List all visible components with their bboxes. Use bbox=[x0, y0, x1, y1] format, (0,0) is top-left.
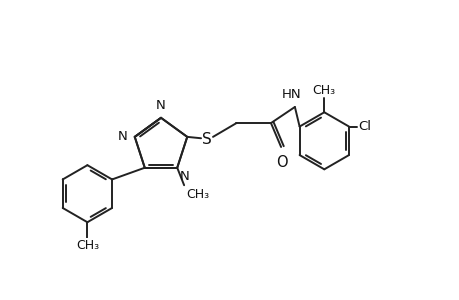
Text: O: O bbox=[275, 155, 287, 170]
Text: N: N bbox=[179, 170, 189, 183]
Text: HN: HN bbox=[281, 88, 300, 101]
Text: CH₃: CH₃ bbox=[186, 188, 209, 200]
Text: N: N bbox=[156, 99, 166, 112]
Text: CH₃: CH₃ bbox=[76, 239, 99, 252]
Text: Cl: Cl bbox=[358, 120, 371, 133]
Text: S: S bbox=[201, 132, 211, 147]
Text: CH₃: CH₃ bbox=[312, 84, 335, 97]
Text: N: N bbox=[118, 130, 127, 143]
